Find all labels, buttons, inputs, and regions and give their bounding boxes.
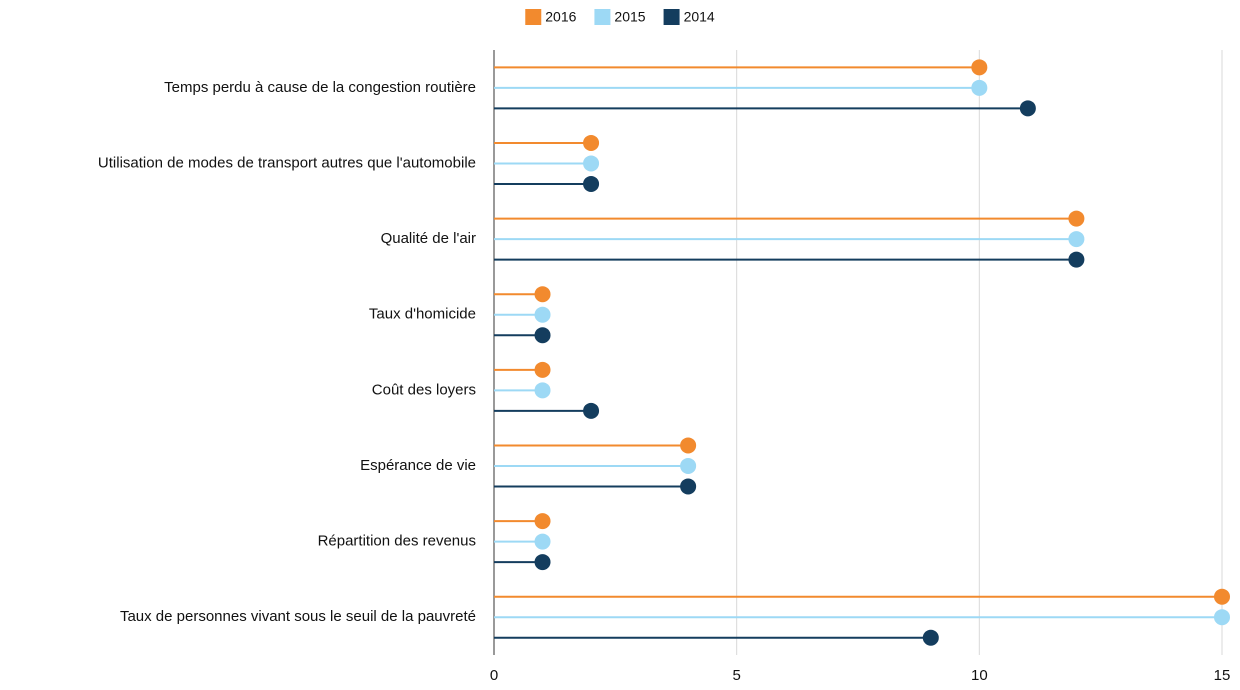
lollipop-dot xyxy=(534,554,551,571)
lollipop-dot xyxy=(534,327,551,344)
lollipop-dot xyxy=(1214,588,1230,605)
lollipop-dot xyxy=(680,478,697,495)
legend-label: 2014 xyxy=(684,9,715,25)
legend-swatch xyxy=(525,9,542,25)
lollipop-dot xyxy=(534,382,551,399)
y-tick-label: Utilisation de modes de transport autres… xyxy=(98,154,476,171)
lollipop-dot xyxy=(971,79,988,96)
lollipop-dot xyxy=(534,533,551,550)
lollipop-dot xyxy=(1214,609,1230,626)
y-tick-label: Répartition des revenus xyxy=(318,533,476,550)
y-tick-label: Coût des loyers xyxy=(372,381,476,398)
legend-swatch xyxy=(663,9,680,25)
lollipop-dot xyxy=(534,286,551,303)
y-tick-label: Taux de personnes vivant sous le seuil d… xyxy=(120,608,476,625)
x-tick-label: 15 xyxy=(1214,667,1231,684)
lollipop-dot xyxy=(1068,251,1085,268)
lollipop-dot xyxy=(534,361,551,378)
x-tick-label: 0 xyxy=(490,667,498,684)
x-tick-label: 5 xyxy=(732,667,740,684)
lollipop-dot xyxy=(583,402,600,419)
lollipop-dot xyxy=(680,457,697,474)
lollipop-dot xyxy=(971,59,988,76)
lollipop-dot xyxy=(534,513,551,530)
lollipop-dot xyxy=(1068,210,1085,227)
lollipop-dot xyxy=(583,134,600,151)
lollipop-dot xyxy=(1068,231,1085,248)
lollipop-dot xyxy=(1019,100,1036,117)
legend-label: 2015 xyxy=(614,9,645,25)
legend-label: 2016 xyxy=(545,9,576,25)
y-tick-label: Taux d'homicide xyxy=(369,306,476,323)
lollipop-dot xyxy=(534,306,551,323)
y-tick-label: Qualité de l'air xyxy=(381,230,476,247)
x-tick-label: 10 xyxy=(971,667,988,684)
y-tick-label: Temps perdu à cause de la congestion rou… xyxy=(164,79,476,96)
lollipop-dot xyxy=(583,175,600,192)
lollipop-dot xyxy=(922,629,939,646)
y-tick-label: Espérance de vie xyxy=(360,457,476,474)
lollipop-dot xyxy=(680,437,697,454)
legend-swatch xyxy=(594,9,611,25)
lollipop-dot xyxy=(583,155,600,172)
